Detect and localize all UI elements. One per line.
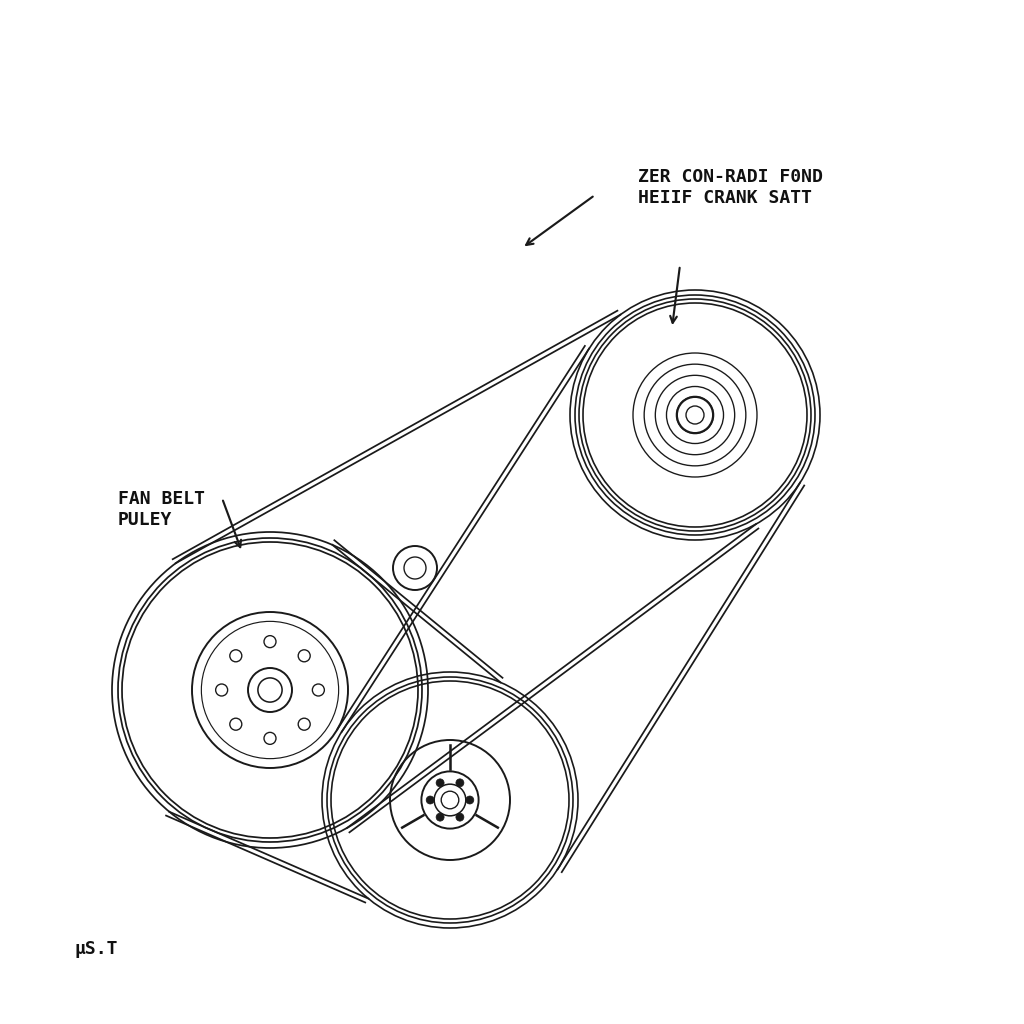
Text: µS.T: µS.T (75, 940, 119, 958)
Text: ZER CΟN-RADI F0ΝD
HEIIF CRANK SATT: ZER CΟN-RADI F0ΝD HEIIF CRANK SATT (638, 168, 823, 207)
Text: FAN BELT
PULEY: FAN BELT PULEY (118, 490, 205, 528)
Circle shape (456, 813, 464, 821)
Circle shape (466, 796, 474, 804)
Circle shape (426, 796, 434, 804)
Circle shape (436, 813, 444, 821)
Circle shape (456, 779, 464, 786)
Circle shape (436, 779, 444, 786)
